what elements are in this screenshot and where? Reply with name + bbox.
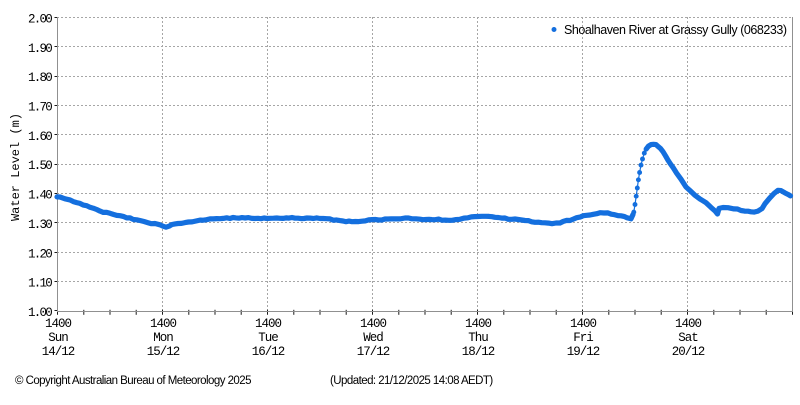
svg-text:Shoalhaven River at Grassy Gul: Shoalhaven River at Grassy Gully (068233…	[564, 23, 787, 37]
svg-text:17/12: 17/12	[357, 345, 390, 359]
svg-text:Sun: Sun	[48, 331, 68, 345]
svg-text:Sat: Sat	[678, 331, 698, 345]
svg-text:15/12: 15/12	[147, 345, 180, 359]
svg-text:1.30: 1.30	[28, 218, 52, 232]
svg-text:19/12: 19/12	[567, 345, 600, 359]
svg-text:Water Level (m): Water Level (m)	[9, 113, 23, 221]
svg-text:18/12: 18/12	[462, 345, 495, 359]
svg-text:1.10: 1.10	[28, 277, 52, 291]
svg-text:Fri: Fri	[573, 331, 593, 345]
svg-text:Wed: Wed	[363, 331, 383, 345]
svg-text:1.90: 1.90	[28, 42, 52, 56]
svg-text:1400: 1400	[255, 317, 282, 331]
svg-text:1.60: 1.60	[28, 130, 52, 144]
svg-text:1400: 1400	[150, 317, 177, 331]
svg-text:1400: 1400	[570, 317, 597, 331]
svg-text:1.40: 1.40	[28, 189, 52, 203]
svg-text:1.70: 1.70	[28, 101, 52, 115]
svg-text:16/12: 16/12	[252, 345, 285, 359]
svg-text:14/12: 14/12	[42, 345, 75, 359]
svg-text:Mon: Mon	[153, 331, 173, 345]
svg-text:Tue: Tue	[258, 331, 278, 345]
svg-text:20/12: 20/12	[672, 345, 705, 359]
svg-text:1400: 1400	[675, 317, 702, 331]
svg-text:1.00: 1.00	[28, 306, 52, 320]
svg-text:1400: 1400	[360, 317, 387, 331]
svg-text:1.80: 1.80	[28, 71, 52, 85]
svg-text:1400: 1400	[45, 317, 72, 331]
svg-text:1.20: 1.20	[28, 247, 52, 261]
svg-text:1400: 1400	[465, 317, 492, 331]
svg-text:2.00: 2.00	[28, 13, 52, 27]
svg-text:1.50: 1.50	[28, 159, 52, 173]
svg-text:© Copyright Australian Bureau: © Copyright Australian Bureau of Meteoro…	[15, 375, 251, 387]
svg-text:(Updated: 21/12/2025 14:08 AED: (Updated: 21/12/2025 14:08 AEDT)	[330, 375, 493, 387]
svg-text:Thu: Thu	[468, 331, 488, 345]
